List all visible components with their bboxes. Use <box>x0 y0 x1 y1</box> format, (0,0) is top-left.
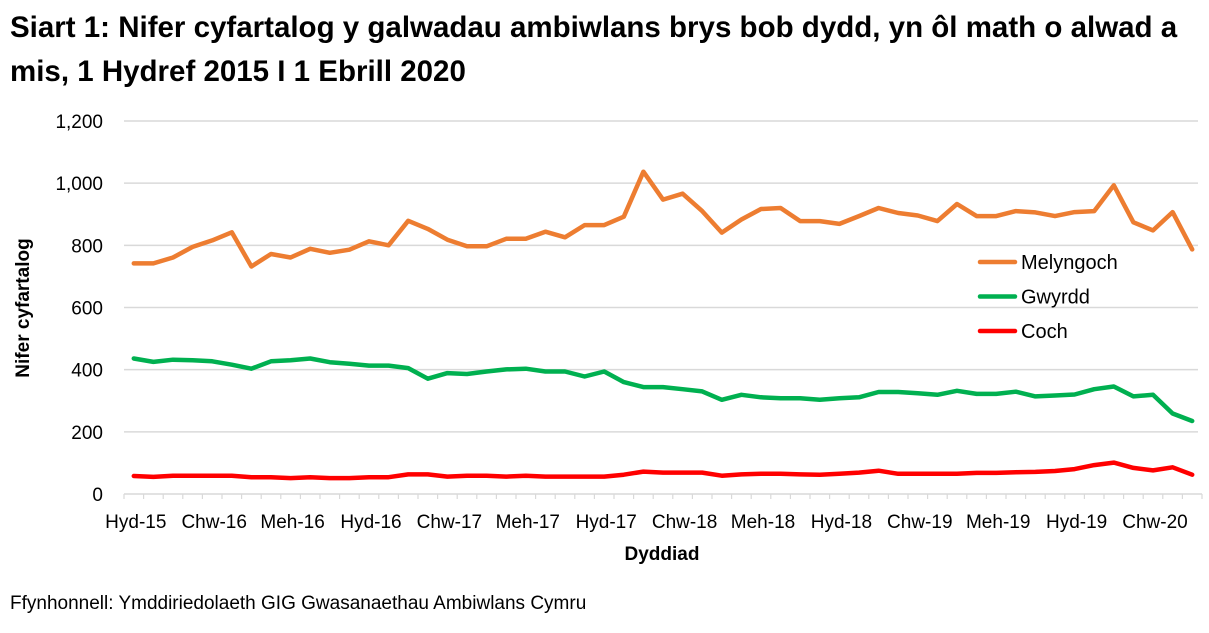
x-tick-label: Meh-19 <box>966 512 1030 533</box>
x-tick-label: Chw-20 <box>1122 512 1187 533</box>
y-tick-label: 1,200 <box>55 112 103 133</box>
x-tick-label: Hyd-17 <box>576 512 637 533</box>
x-tick-label: Hyd-16 <box>340 512 401 533</box>
x-tick-label: Meh-16 <box>260 512 324 533</box>
x-tick-label: Chw-18 <box>652 512 717 533</box>
source-note: Ffynhonnell: Ymddiriedolaeth GIG Gwasana… <box>10 593 587 614</box>
x-tick-label: Chw-17 <box>417 512 482 533</box>
x-tick-label: Hyd-19 <box>1046 512 1107 533</box>
y-tick-label: 0 <box>92 485 103 506</box>
y-tick-label: 1,000 <box>55 174 103 195</box>
x-tick-label: Hyd-15 <box>105 512 166 533</box>
y-tick-label: 200 <box>71 423 103 444</box>
series-line-coch <box>131 460 1195 481</box>
y-tick-label: 400 <box>71 361 103 382</box>
x-tick-label: Meh-18 <box>731 512 795 533</box>
x-tick-label: Chw-16 <box>181 512 246 533</box>
x-tick-label: Chw-19 <box>887 512 952 533</box>
series-line-gwyrdd <box>131 356 1195 424</box>
x-tick-label: Hyd-18 <box>811 512 872 533</box>
legend-label: Gwyrdd <box>1021 287 1090 309</box>
legend-label: Coch <box>1021 321 1068 343</box>
x-axis-label: Dyddiad <box>625 544 700 565</box>
y-axis-label: Nifer cyfartalog <box>13 238 34 377</box>
y-tick-label: 800 <box>71 236 103 257</box>
y-tick-label: 600 <box>71 299 103 320</box>
x-tick-label: Meh-17 <box>496 512 560 533</box>
chart-title: Siart 1: Nifer cyfartalog y galwadau amb… <box>10 11 1178 88</box>
legend-label: Melyngoch <box>1021 252 1118 274</box>
